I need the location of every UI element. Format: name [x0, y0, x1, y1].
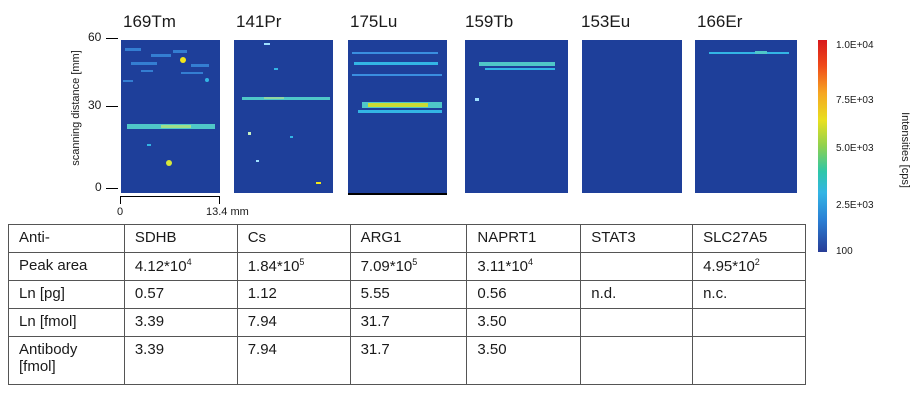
colorbar-label-7500: 7.5E+03 [836, 95, 874, 106]
panel-label-141pr: 141Pr [236, 12, 282, 31]
panel-label-159tb: 159Tb [465, 12, 514, 31]
panel-label-169tm: 169Tm [123, 12, 176, 31]
x-tick-line-end [219, 196, 220, 204]
table-cell [580, 252, 694, 281]
row-header: Antibody [fmol] [8, 336, 125, 385]
heatmap-panel-166er [695, 40, 797, 193]
colorbar-label-5000: 5.0E+03 [836, 143, 874, 154]
table-row-anti: Anti- SDHB Cs ARG1 NAPRT1 STAT3 SLC27A5 [8, 224, 806, 253]
table-row-ln-pg: Ln [pg] 0.57 1.12 5.55 0.56 n.d. n.c. [8, 280, 806, 309]
y-tick-60: 60 [88, 30, 102, 44]
table-row-peak-area: Peak area 4.12*104 1.84*105 7.09*105 3.1… [8, 252, 806, 281]
table-cell: 3.39 [123, 336, 238, 385]
colorbar-label-max: 1.0E+04 [836, 40, 874, 51]
table-cell: STAT3 [580, 224, 694, 253]
table-cell: 1.84*105 [236, 252, 351, 281]
table-cell [692, 336, 806, 385]
x-tick-line-0 [120, 196, 121, 204]
panel-label-166er: 166Er [697, 12, 743, 31]
x-axis-line [120, 196, 220, 197]
heatmap-panel-175lu [348, 40, 447, 195]
table-cell: 1.12 [236, 280, 351, 309]
results-table: Anti- SDHB Cs ARG1 NAPRT1 STAT3 SLC27A5 … [8, 224, 806, 385]
table-cell: NAPRT1 [466, 224, 582, 253]
table-cell: SLC27A5 [692, 224, 806, 253]
table-cell: 5.55 [349, 280, 468, 309]
table-cell [580, 336, 694, 385]
y-tick-line-30 [106, 106, 118, 107]
table-cell: ARG1 [349, 224, 468, 253]
y-tick-0: 0 [95, 180, 102, 194]
heatmap-panel-169tm [121, 40, 220, 193]
table-cell: 3.50 [466, 308, 582, 337]
row-header: Peak area [8, 252, 125, 281]
table-cell: 3.11*104 [466, 252, 582, 281]
table-cell: Cs [236, 224, 351, 253]
table-cell: 3.50 [466, 336, 582, 385]
heatmap-panel-141pr [234, 40, 333, 193]
table-cell: 4.12*104 [123, 252, 238, 281]
y-tick-30: 30 [88, 98, 102, 112]
table-cell: 31.7 [349, 308, 468, 337]
row-header: Anti- [8, 224, 125, 253]
table-cell: n.c. [692, 280, 806, 309]
panel-label-153eu: 153Eu [581, 12, 631, 31]
x-tick-0: 0 [117, 206, 124, 218]
table-cell [580, 308, 694, 337]
table-cell: 0.56 [466, 280, 582, 309]
heatmap-panel-159tb [465, 40, 568, 193]
y-tick-line-0 [106, 188, 118, 189]
table-cell: 4.95*102 [692, 252, 806, 281]
table-cell: 0.57 [123, 280, 238, 309]
colorbar-label-2500: 2.5E+03 [836, 200, 874, 211]
panel-label-175lu: 175Lu [350, 12, 398, 31]
table-cell: 7.09*105 [349, 252, 468, 281]
table-cell: n.d. [580, 280, 694, 309]
table-cell: SDHB [123, 224, 238, 253]
table-cell [692, 308, 806, 337]
row-header: Ln [pg] [8, 280, 125, 309]
row-header: Ln [fmol] [8, 308, 125, 337]
y-axis-title: scanning distance [mm] [70, 50, 82, 166]
x-tick-end: 13.4 mm [206, 206, 249, 218]
table-row-antibody-fmol: Antibody [fmol] 3.39 7.94 31.7 3.50 [8, 336, 806, 385]
colorbar-title: Intensities [cps] [899, 112, 911, 188]
colorbar [818, 40, 827, 252]
table-cell: 31.7 [349, 336, 468, 385]
table-cell: 7.94 [236, 336, 351, 385]
table-cell: 3.39 [123, 308, 238, 337]
table-row-ln-fmol: Ln [fmol] 3.39 7.94 31.7 3.50 [8, 308, 806, 337]
y-tick-line-60 [106, 38, 118, 39]
colorbar-label-min: 100 [836, 246, 853, 257]
table-cell: 7.94 [236, 308, 351, 337]
heatmap-panel-153eu [582, 40, 682, 193]
